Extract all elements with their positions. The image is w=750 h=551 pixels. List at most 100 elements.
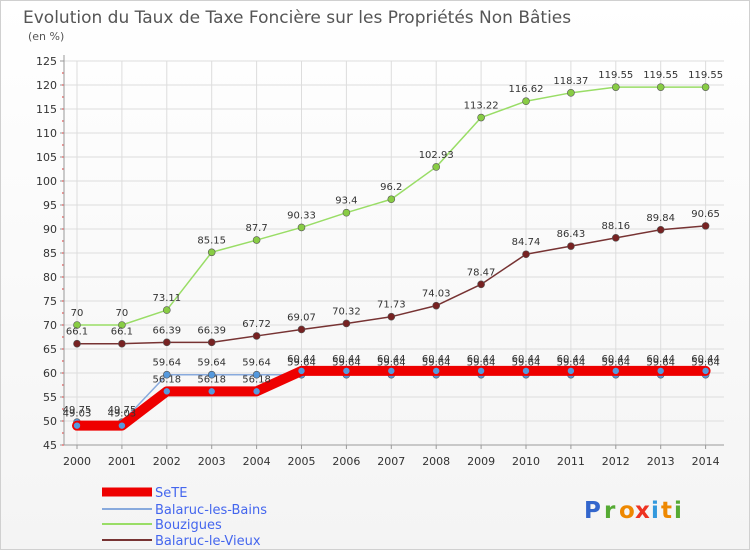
bouzigues-data-label: 96.2: [380, 182, 402, 193]
bouzigues-point: [342, 208, 351, 217]
y-tick-label: 75: [43, 295, 57, 308]
sete-point: [611, 367, 620, 375]
sete-data-label: 60.44: [332, 354, 361, 365]
x-tick-label: 2009: [467, 455, 495, 468]
logo-letter: o: [619, 498, 635, 524]
sete-data-label: 49.03: [63, 409, 92, 420]
bouzigues-data-label: 70: [116, 308, 129, 319]
y-tick-label: 45: [43, 439, 57, 452]
bouzigues-point: [701, 83, 710, 91]
balaruc-le-vieux-point: [297, 325, 306, 334]
y-tick-label: 125: [36, 55, 57, 68]
bouzigues-data-label: 118.37: [553, 76, 588, 87]
x-tick-label: 2012: [602, 455, 630, 468]
y-tick-label: 85: [43, 247, 57, 260]
balaruc-le-vieux-point: [252, 332, 261, 340]
sete-data-label: 56.18: [242, 374, 271, 385]
balaruc-le-vieux-point: [656, 225, 665, 234]
x-tick-label: 2014: [692, 455, 720, 468]
sete-data-label: 60.44: [646, 354, 675, 365]
sete-point: [522, 367, 530, 375]
sete-data-label: 60.44: [512, 354, 541, 365]
balaruc-les-bains-data-label: 59.64: [691, 358, 720, 369]
sete-data-label: 60.44: [377, 354, 406, 365]
sete-data-label: 60.44: [467, 354, 496, 365]
bouzigues-data-label: 90.33: [287, 210, 316, 221]
balaruc-le-vieux-data-label: 66.1: [66, 327, 88, 338]
balaruc-le-vieux-data-label: 70.32: [332, 306, 361, 317]
x-tick-label: 2000: [63, 455, 91, 468]
sete-point: [701, 367, 710, 375]
legend-label-balaruc-le-vieux: Balaruc-le-Vieux: [155, 534, 261, 549]
sete-point: [567, 367, 575, 375]
balaruc-le-vieux-data-label: 66.39: [197, 325, 226, 336]
balaruc-le-vieux-point: [701, 222, 710, 230]
balaruc-le-vieux-point: [567, 242, 575, 250]
chart-subtitle: (en %): [28, 30, 64, 43]
bouzigues-point: [207, 248, 216, 257]
axes: [60, 55, 724, 449]
bouzigues-data-label: 113.22: [464, 101, 499, 112]
balaruc-les-bains-point: [252, 370, 261, 379]
balaruc-le-vieux-data-label: 84.74: [512, 237, 541, 248]
y-tick-label: 120: [36, 79, 57, 92]
logo-letter: i: [651, 498, 659, 524]
y-tick-label: 90: [43, 223, 57, 236]
bouzigues-point: [163, 306, 171, 314]
x-tick-label: 2002: [153, 455, 181, 468]
balaruc-le-vieux-point: [207, 338, 216, 347]
balaruc-le-vieux-point: [342, 319, 351, 328]
balaruc-le-vieux-data-label: 71.73: [377, 300, 406, 311]
bouzigues-data-label: 87.7: [245, 223, 267, 234]
balaruc-les-bains-point: [207, 370, 216, 379]
balaruc-les-bains-data-label: 59.64: [512, 358, 541, 369]
sete-data-label: 60.44: [601, 354, 630, 365]
sete-data-label: 60.44: [557, 354, 586, 365]
balaruc-les-bains-data-label: 59.64: [152, 358, 181, 369]
bouzigues-point: [477, 113, 485, 122]
y-tick-label: 105: [36, 151, 57, 164]
balaruc-les-bains-data-label: 59.64: [377, 358, 406, 369]
y-tick-label: 115: [36, 103, 57, 116]
logo-letter: x: [635, 498, 650, 524]
logo-letter: t: [661, 498, 672, 524]
x-axis-ticks: 2000 2001 2002 2003 2004 2005 2006 2007 2008 2009…: [63, 455, 720, 468]
x-tick-label: 2006: [332, 455, 360, 468]
x-tick-label: 2008: [422, 455, 450, 468]
balaruc-le-vieux-data-label: 78.47: [467, 267, 496, 278]
bouzigues-data-label: 73.11: [152, 293, 181, 304]
x-tick-label: 2003: [198, 455, 226, 468]
sete-data-label: 56.18: [152, 374, 181, 385]
balaruc-le-vieux-point: [522, 250, 530, 259]
sete-point: [387, 367, 396, 375]
balaruc-les-bains-data-label: 49.75: [108, 405, 137, 416]
sete-point: [477, 367, 485, 375]
balaruc-le-vieux-data-label: 67.72: [242, 319, 271, 330]
bouzigues-point: [252, 236, 261, 244]
sete-point: [432, 367, 441, 375]
bouzigues-point: [73, 321, 81, 329]
balaruc-le-vieux-data-label: 74.03: [422, 289, 451, 300]
y-tick-label: 55: [43, 391, 57, 404]
balaruc-le-vieux-point: [432, 301, 441, 310]
sete-data-label: 60.44: [287, 354, 316, 365]
sete-data-label: 56.18: [197, 374, 226, 385]
sete-point: [342, 367, 351, 375]
balaruc-le-vieux-data-label: 88.16: [601, 221, 630, 232]
series-bouzigues: 70 70 73.11 85.15 87.7 90.33 93.4 96.2 102.93 113…: [71, 70, 723, 329]
series-layer: 70 70 73.11 85.15 87.7 90.33 93.4 96.2 102.93 113…: [63, 70, 723, 431]
balaruc-les-bains-data-label: 59.64: [601, 358, 630, 369]
balaruc-les-bains-data-label: 59.64: [557, 358, 586, 369]
balaruc-le-vieux-point: [477, 280, 485, 289]
sete-data-label: 60.44: [422, 354, 451, 365]
balaruc-les-bains-data-label: 59.64: [422, 358, 451, 369]
balaruc-le-vieux-point: [73, 339, 81, 348]
sete-point: [252, 387, 261, 396]
legend: SeTE Balaruc-les-BainsBouziguesBalaruc-le…: [102, 486, 267, 549]
y-tick-label: 100: [36, 175, 57, 188]
balaruc-les-bains-data-label: 59.64: [242, 358, 271, 369]
y-tick-label: 65: [43, 343, 57, 356]
y-axis-ticks: 45 50 55 60 65 70 75 80 85 90 95 100 105 110 115 120 125: [36, 55, 57, 452]
